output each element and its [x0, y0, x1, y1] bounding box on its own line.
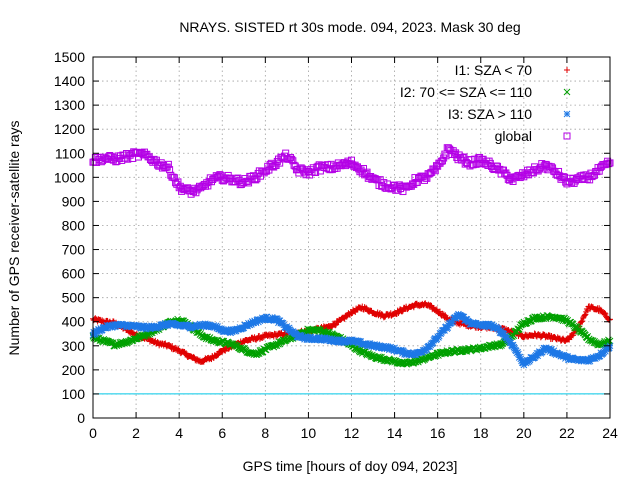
y-tick-label: 1200 [54, 121, 85, 137]
data-point [399, 308, 406, 315]
x-tick-label: 12 [344, 425, 360, 441]
y-tick-label: 1000 [54, 169, 85, 185]
x-tick-label: 14 [387, 425, 403, 441]
chart-title: NRAYS. SISTED rt 30s mode. 094, 2023. Ma… [179, 19, 520, 35]
x-tick-label: 2 [132, 425, 140, 441]
y-tick-label: 800 [62, 217, 86, 233]
legend-label: I2: 70 <= SZA <= 110 [400, 84, 532, 100]
y-tick-label: 1300 [54, 97, 85, 113]
x-tick-label: 22 [559, 425, 575, 441]
data-point [579, 318, 586, 325]
data-point [215, 351, 222, 358]
x-axis-label: GPS time [hours of doy 094, 2023] [243, 458, 458, 474]
y-tick-label: 1100 [55, 145, 85, 161]
data-point [566, 336, 573, 343]
data-point [442, 312, 449, 319]
data-point [332, 322, 339, 329]
legend-label: global [495, 128, 532, 144]
x-tick-label: 20 [516, 425, 532, 441]
x-tick-label: 10 [301, 425, 317, 441]
axes: 0100200300400500600700800900100011001200… [54, 49, 618, 441]
data-point [570, 332, 577, 339]
data-point [211, 336, 219, 344]
grid [93, 57, 610, 418]
x-tick-label: 18 [473, 425, 489, 441]
y-tick-label: 300 [62, 338, 86, 354]
x-tick-label: 0 [89, 425, 97, 441]
y-tick-label: 1400 [54, 73, 85, 89]
y-tick-label: 600 [62, 266, 86, 282]
x-tick-label: 6 [218, 425, 226, 441]
x-tick-label: 4 [175, 425, 183, 441]
data-point [214, 351, 221, 358]
y-tick-label: 1500 [54, 49, 85, 65]
y-axis-label: Number of GPS receiver-satellite rays [6, 121, 22, 356]
data-point [601, 309, 608, 316]
legend-label: I1: SZA < 70 [455, 62, 533, 78]
legend-label: I3: SZA > 110 [448, 106, 532, 122]
data-point [581, 312, 588, 319]
data-point [582, 311, 589, 318]
x-tick-label: 8 [261, 425, 269, 441]
y-tick-label: 700 [62, 242, 86, 258]
y-tick-label: 0 [77, 410, 85, 426]
y-tick-label: 100 [62, 386, 86, 402]
legend-marker [563, 110, 571, 118]
x-tick-label: 16 [430, 425, 446, 441]
y-tick-label: 200 [62, 362, 86, 378]
legend-marker [564, 67, 570, 73]
y-tick-label: 500 [62, 290, 86, 306]
x-tick-label: 24 [602, 425, 618, 441]
y-tick-label: 900 [62, 193, 86, 209]
y-tick-label: 400 [62, 314, 86, 330]
legend: I1: SZA < 70 I2: 70 <= SZA <= 110 I3: SZA … [400, 62, 571, 144]
